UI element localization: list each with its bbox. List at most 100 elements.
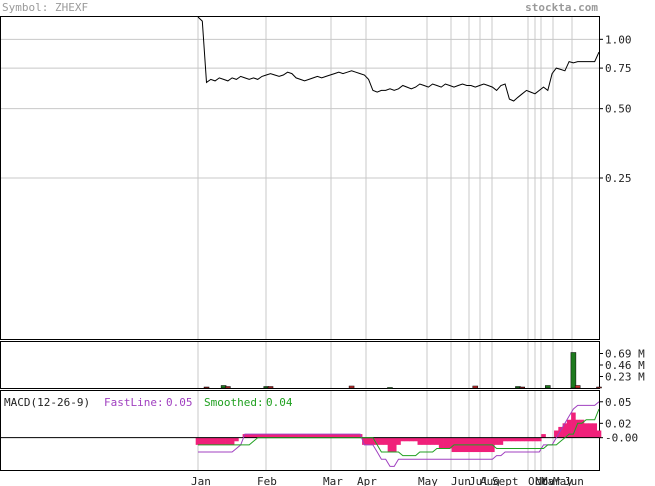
macd-histogram-bar (511, 437, 516, 442)
macd-axis: 0.05 0.02 -0.00 (599, 396, 638, 445)
price-series (197, 16, 600, 102)
macd-histogram-bar (541, 434, 546, 438)
macd-histogram-bar (519, 437, 525, 442)
macd-histogram-bar (225, 437, 231, 445)
macd-histogram-bar (251, 434, 256, 438)
macd-histogram-bar (383, 437, 389, 445)
macd-histogram-bar (554, 430, 559, 438)
volume-bar (472, 385, 479, 389)
x-tick-label: Jun (564, 475, 584, 486)
x-tick-label: Feb (257, 475, 277, 486)
macd-histogram-bar (263, 434, 269, 438)
macd-histogram-bar (285, 434, 290, 438)
price-line (197, 16, 600, 102)
brand-label: stockta.com (525, 1, 598, 14)
macd-histogram-bar (281, 434, 286, 438)
volume-series (203, 352, 602, 389)
macd-histogram-bar (319, 434, 325, 438)
macd-histogram-bar (208, 437, 214, 445)
macd-histogram-bar (306, 434, 312, 438)
macd-histogram-bar (562, 423, 568, 438)
macd-tick-label: -0.00 (605, 432, 638, 445)
price-axis: 1.00 0.75 0.50 0.25 (599, 33, 632, 185)
macd-histogram-bar (417, 437, 423, 445)
macd-histogram-bar (349, 434, 354, 438)
macd-histogram-bar (289, 434, 295, 438)
macd-tick-label: 0.05 (605, 396, 632, 409)
volume-bar (387, 387, 393, 389)
macd-fast-value: 0.05 (166, 396, 193, 409)
price-gridlines (1, 38, 599, 179)
x-tick-label: Mar (541, 475, 561, 486)
macd-histogram-bar (532, 437, 538, 442)
macd-histogram-bar (212, 437, 218, 445)
price-tick-label: 0.75 (605, 62, 632, 75)
volume-bar (203, 386, 210, 389)
macd-histogram-bar (353, 434, 359, 438)
x-tick-label: Mar (323, 475, 343, 486)
macd-histogram-bar (379, 437, 384, 445)
volume-bar (596, 386, 602, 389)
price-tick-label: 1.00 (605, 33, 632, 46)
macd-histogram-bar (443, 437, 448, 449)
macd-histogram-bar (199, 437, 205, 445)
x-tick-label: Sept (492, 475, 519, 486)
macd-histogram-bar (404, 437, 410, 442)
macd-histogram-bar (323, 434, 329, 438)
macd-histogram-bar (336, 434, 342, 438)
volume-bar (348, 385, 355, 389)
macd-histogram-bar (421, 437, 427, 445)
macd-histogram-bar (524, 437, 529, 442)
macd-histogram-bar (327, 434, 333, 438)
volume-axis: 0.69 M0.46 M0.23 M (599, 348, 645, 384)
x-tick-label: Nov (535, 475, 555, 486)
x-tick-label: Oct (528, 475, 548, 486)
macd-histogram-bar (498, 437, 504, 445)
macd-histogram-bar (221, 437, 226, 445)
volume-bar (570, 352, 577, 389)
macd-histogram-bar (229, 437, 235, 445)
macd-histogram-bar (413, 437, 418, 442)
macd-histogram-bar (259, 434, 265, 438)
macd-smoothed-line (198, 408, 600, 457)
macd-histogram-bar (234, 437, 239, 442)
macd-histogram-bar (507, 437, 512, 442)
macd-smoothed-label: Smoothed: (204, 396, 264, 409)
macd-histogram-bar (217, 437, 222, 445)
macd-fastline-line (198, 401, 600, 467)
x-tick-label: May (418, 475, 438, 486)
macd-histogram-bar (272, 434, 278, 438)
macd-histogram-bar (426, 437, 431, 445)
macd-histogram-bar (332, 434, 337, 438)
macd-histogram-bar (579, 419, 585, 438)
price-tick-label: 0.25 (605, 172, 632, 185)
macd-histogram-bar (592, 423, 598, 438)
macd-histogram-bar (566, 419, 572, 438)
macd-histogram-bar (558, 426, 563, 438)
volume-panel-frame (0, 341, 600, 389)
macd-fast-label: FastLine: (104, 396, 164, 409)
macd-histogram-bar (583, 423, 589, 438)
macd-histogram-bar (345, 434, 350, 438)
macd-histogram-bar (387, 437, 393, 453)
macd-histogram-bar (366, 437, 371, 445)
macd-histogram-bar (268, 434, 273, 438)
macd-title: MACD(12-26-9) (4, 396, 90, 409)
price-tick-label: 0.50 (605, 103, 632, 116)
x-tick-label: Apr (357, 475, 377, 486)
macd-histogram-bar (276, 434, 282, 438)
macd-histogram-bar (255, 434, 261, 438)
macd-histogram-bar (502, 437, 508, 442)
macd-histogram-bar (408, 437, 414, 442)
macd-smoothed-value: 0.04 (266, 396, 293, 409)
macd-histogram-bar (391, 437, 397, 453)
macd-histogram-bar (571, 412, 576, 438)
macd-histogram-bar (400, 437, 406, 442)
macd-histogram-bar (438, 437, 444, 449)
volume-tick-label: 0.69 M (605, 348, 645, 361)
volume-bar (225, 386, 231, 389)
volume-tick-label: 0.23 M (605, 371, 645, 384)
macd-histogram-bar (447, 437, 452, 449)
